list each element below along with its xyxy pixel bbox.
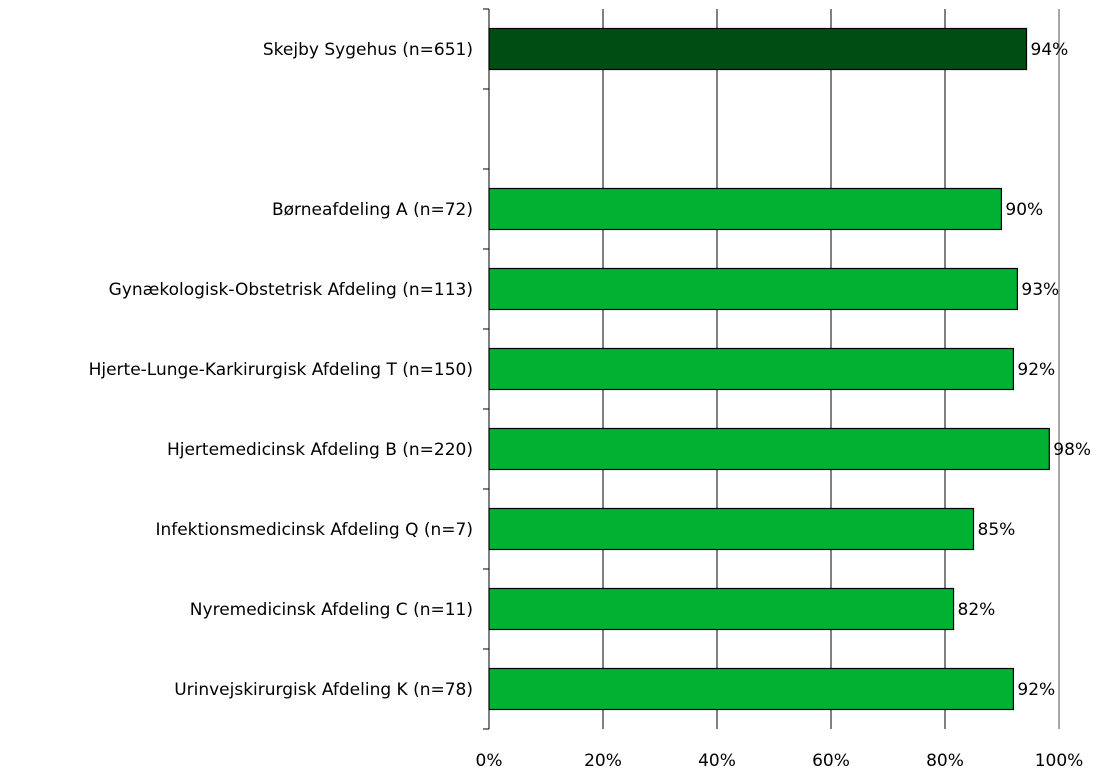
x-tick-label: 80%: [926, 751, 964, 771]
data-label: 94%: [1031, 40, 1069, 60]
category-label: Børneafdeling A (n=72): [272, 200, 473, 220]
bar: [488, 347, 1015, 391]
axes: [483, 8, 1060, 730]
bar: [488, 427, 1050, 471]
x-tick-label: 0%: [476, 751, 503, 771]
data-label: 92%: [1017, 360, 1055, 380]
bar: [488, 187, 1003, 231]
data-label: 82%: [958, 600, 996, 620]
data-label: 85%: [978, 520, 1016, 540]
data-label: 90%: [1005, 200, 1043, 220]
category-label: Hjerte-Lunge-Karkirurgisk Afdeling T (n=…: [89, 360, 473, 380]
data-label: 92%: [1017, 680, 1055, 700]
x-tick-label: 100%: [1035, 751, 1084, 771]
category-label: Hjertemedicinsk Afdeling B (n=220): [167, 440, 473, 460]
bar: [488, 27, 1028, 71]
data-label: 98%: [1053, 440, 1091, 460]
data-label: 93%: [1021, 280, 1059, 300]
category-label: Infektionsmedicinsk Afdeling Q (n=7): [155, 520, 473, 540]
x-tick-label: 60%: [812, 751, 850, 771]
x-tick-label: 20%: [584, 751, 622, 771]
category-label: Gynækologisk-Obstetrisk Afdeling (n=113): [109, 280, 473, 300]
x-tick-label: 40%: [698, 751, 736, 771]
category-label: Urinvejskirurgisk Afdeling K (n=78): [174, 680, 473, 700]
bars: [488, 27, 1050, 711]
category-label: Nyremedicinsk Afdeling C (n=11): [190, 600, 473, 620]
bar: [488, 667, 1015, 711]
category-label: Skejby Sygehus (n=651): [263, 40, 473, 60]
bar: [488, 267, 1018, 311]
labels: 94% Skejby Sygehus (n=651) 90% Børneafdelin…: [89, 40, 1092, 771]
bar: [488, 507, 975, 551]
bar: [488, 587, 955, 631]
